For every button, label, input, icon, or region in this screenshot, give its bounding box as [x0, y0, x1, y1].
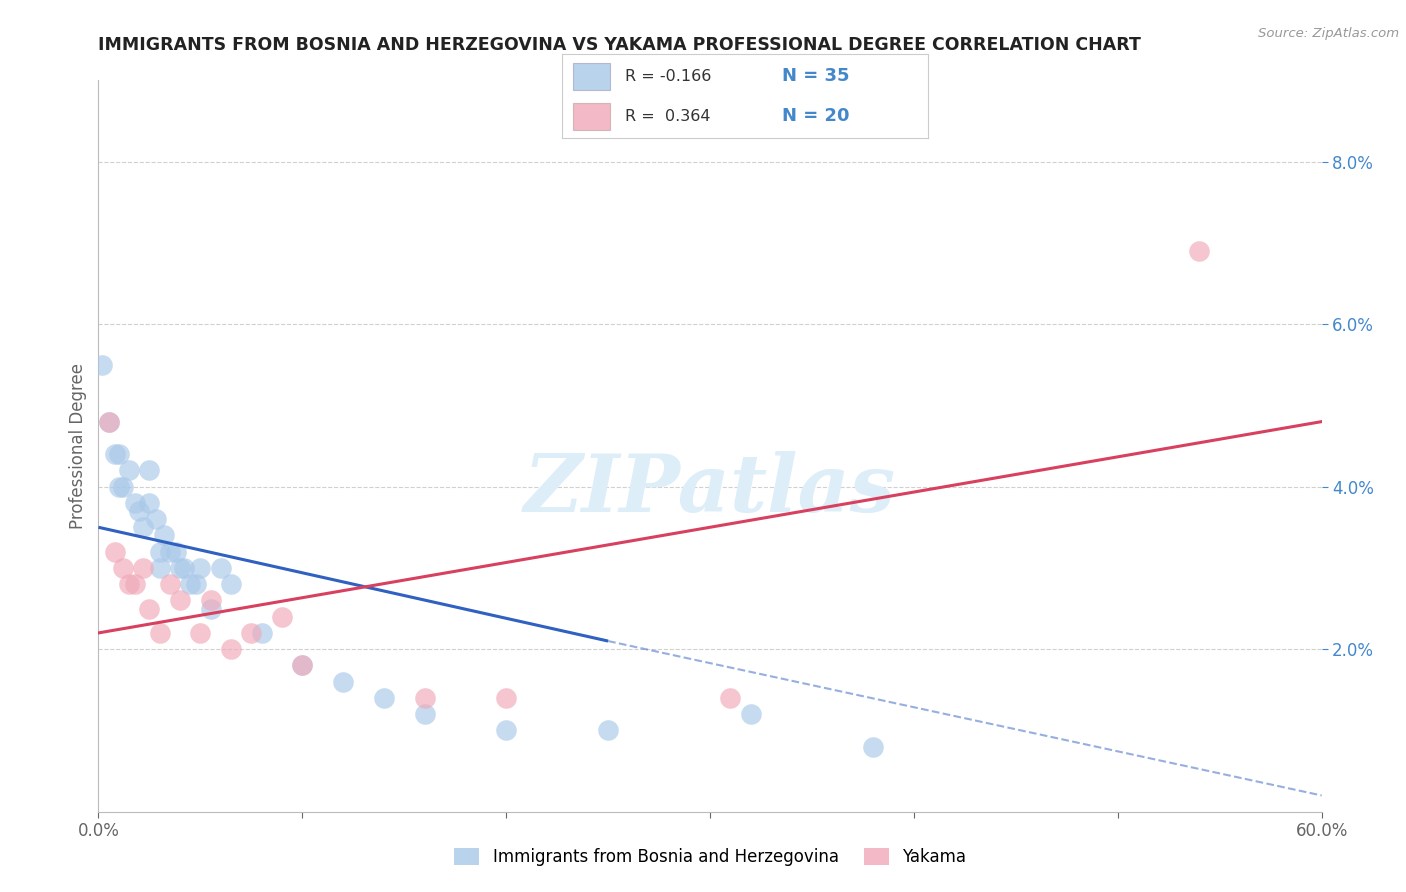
- Text: R =  0.364: R = 0.364: [624, 109, 710, 124]
- Point: [291, 658, 314, 673]
- Point: [104, 447, 127, 461]
- Point: [149, 544, 172, 558]
- Point: [413, 707, 436, 722]
- Point: [240, 626, 263, 640]
- Text: R = -0.166: R = -0.166: [624, 69, 711, 84]
- Point: [128, 504, 150, 518]
- Point: [145, 512, 167, 526]
- Point: [159, 577, 181, 591]
- Text: N = 35: N = 35: [782, 68, 849, 86]
- Point: [111, 480, 134, 494]
- Point: [373, 690, 395, 705]
- Point: [138, 496, 160, 510]
- Point: [97, 415, 120, 429]
- Point: [250, 626, 273, 640]
- Point: [165, 544, 187, 558]
- Bar: [574, 62, 610, 90]
- Point: [173, 561, 195, 575]
- Point: [149, 626, 172, 640]
- Text: Source: ZipAtlas.com: Source: ZipAtlas.com: [1258, 27, 1399, 40]
- Point: [118, 577, 141, 591]
- Point: [108, 480, 131, 494]
- Y-axis label: Professional Degree: Professional Degree: [69, 363, 87, 529]
- Text: ZIPatlas: ZIPatlas: [524, 451, 896, 529]
- Point: [152, 528, 174, 542]
- Point: [132, 520, 155, 534]
- Point: [1188, 244, 1211, 258]
- Point: [862, 739, 884, 754]
- Point: [132, 561, 155, 575]
- Point: [219, 642, 242, 657]
- Point: [179, 577, 201, 591]
- Point: [159, 544, 181, 558]
- Point: [97, 415, 120, 429]
- Point: [138, 601, 160, 615]
- Point: [291, 658, 314, 673]
- Bar: [574, 103, 610, 130]
- Point: [111, 561, 134, 575]
- Point: [200, 593, 222, 607]
- Point: [108, 447, 131, 461]
- Text: IMMIGRANTS FROM BOSNIA AND HERZEGOVINA VS YAKAMA PROFESSIONAL DEGREE CORRELATION: IMMIGRANTS FROM BOSNIA AND HERZEGOVINA V…: [98, 36, 1142, 54]
- Point: [598, 723, 620, 738]
- Point: [186, 577, 208, 591]
- Point: [169, 593, 191, 607]
- Point: [219, 577, 242, 591]
- Point: [188, 626, 212, 640]
- Point: [740, 707, 762, 722]
- Point: [720, 690, 742, 705]
- Point: [413, 690, 436, 705]
- Point: [495, 690, 517, 705]
- Point: [91, 358, 114, 372]
- Point: [169, 561, 191, 575]
- Point: [188, 561, 212, 575]
- Point: [332, 674, 354, 689]
- Point: [118, 463, 141, 477]
- Point: [270, 609, 294, 624]
- Legend: Immigrants from Bosnia and Herzegovina, Yakama: Immigrants from Bosnia and Herzegovina, …: [447, 841, 973, 873]
- Point: [104, 544, 127, 558]
- Point: [495, 723, 517, 738]
- Point: [209, 561, 232, 575]
- Point: [138, 463, 160, 477]
- Point: [149, 561, 172, 575]
- Point: [124, 577, 146, 591]
- Point: [124, 496, 146, 510]
- Point: [200, 601, 222, 615]
- Text: N = 20: N = 20: [782, 107, 849, 125]
